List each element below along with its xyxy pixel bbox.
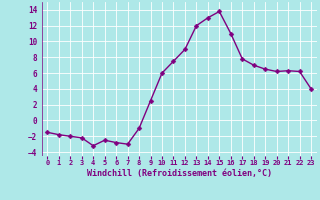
X-axis label: Windchill (Refroidissement éolien,°C): Windchill (Refroidissement éolien,°C)	[87, 169, 272, 178]
